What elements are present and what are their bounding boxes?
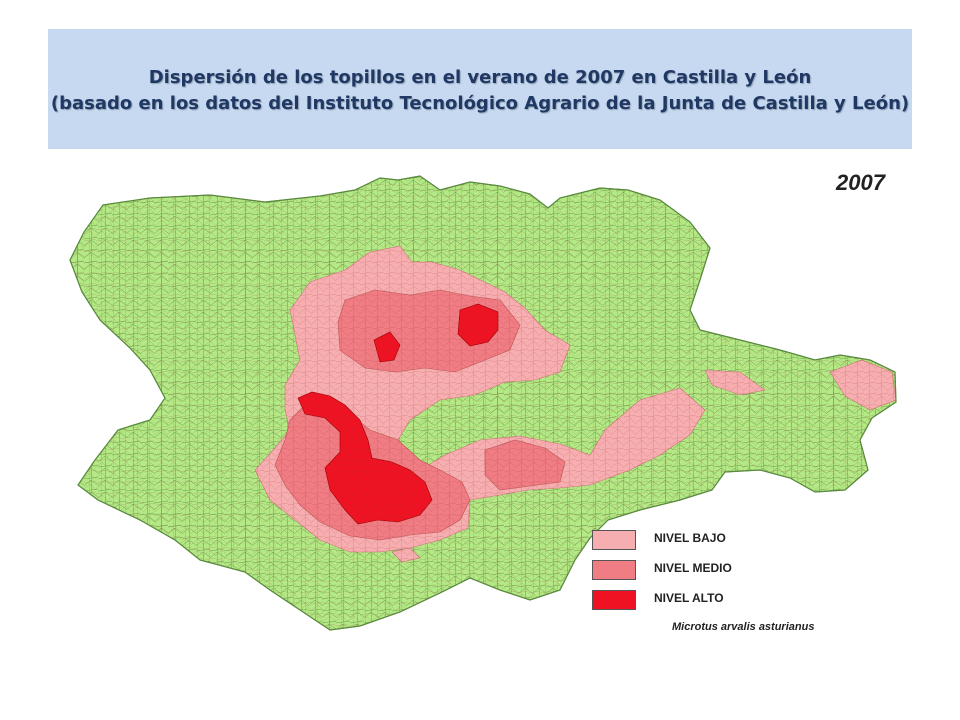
legend-label-nivel-bajo: NIVEL BAJO (654, 531, 726, 545)
species-label: Microtus arvalis asturianus (672, 621, 815, 633)
legend-swatch-nivel-medio (592, 560, 636, 580)
legend-label-nivel-medio: NIVEL MEDIO (654, 561, 732, 575)
map-subtitle: (basado en los datos del Instituto Tecno… (50, 93, 910, 114)
title-banner: Dispersión de los topillos en el verano … (48, 29, 912, 149)
legend-swatch-nivel-alto (592, 590, 636, 610)
legend-swatch-nivel-bajo (592, 530, 636, 550)
year-label: 2007 (836, 170, 885, 195)
map-title: Dispersión de los topillos en el verano … (148, 67, 812, 88)
legend-label-nivel-alto: NIVEL ALTO (654, 591, 724, 605)
castilla-leon-map (69, 175, 897, 631)
